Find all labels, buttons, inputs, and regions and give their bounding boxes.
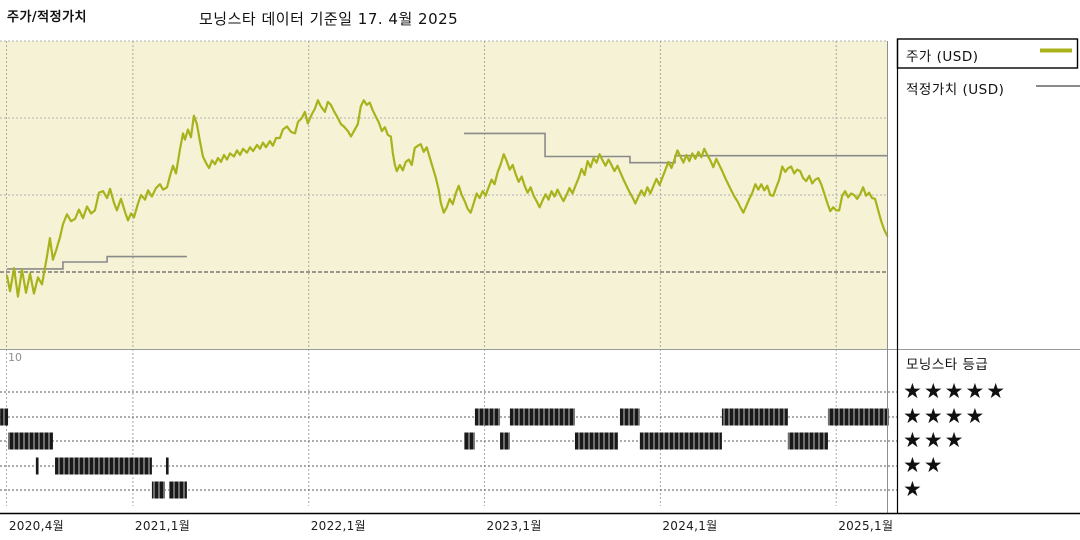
rating-bar-4star: [509, 408, 575, 426]
x-tick-label: 2020,4월: [8, 519, 64, 533]
rating-bar-3star: [639, 432, 722, 450]
rating-bar-3star: [500, 432, 510, 450]
legend-item-price[interactable]: 주가 (USD): [906, 49, 979, 65]
rating-bar-2star: [165, 457, 169, 475]
rating-stars-1: ★: [903, 477, 924, 501]
rating-bar-1star: [168, 481, 187, 499]
rating-bar-4star: [721, 408, 788, 426]
fair-value-line: [7, 255, 187, 270]
rating-bar-2star: [35, 457, 39, 475]
as-of-date-label: 모닝스타 데이터 기준일 17. 4월 2025: [199, 10, 459, 28]
rating-bar-4star: [827, 408, 889, 426]
x-tick-label: 2022,1월: [310, 519, 366, 533]
rating-bar-3star: [787, 432, 828, 450]
x-tick-label: 2024,1월: [662, 519, 718, 533]
rating-bar-4star: [0, 408, 9, 426]
rating-bar-1star: [151, 481, 165, 499]
rating-stars-3: ★★★: [903, 428, 966, 452]
rating-legend-title: 모닝스타 등급: [906, 357, 989, 373]
rating-bar-4star: [619, 408, 640, 426]
rating-stars-5: ★★★★★: [903, 379, 1008, 403]
rating-bar-3star: [8, 432, 53, 450]
rating-bar-3star: [463, 432, 475, 450]
legend-item-fair-value[interactable]: 적정가치 (USD): [906, 82, 1005, 98]
x-tick-label: 2021,1월: [134, 519, 191, 533]
rating-bar-4star: [474, 408, 501, 426]
legend-selected-box[interactable]: [896, 38, 1079, 69]
rating-stars-4: ★★★★: [903, 404, 987, 428]
rating-bar-2star: [55, 457, 152, 475]
y-tick-label: 10: [8, 351, 22, 364]
x-tick-label: 2023,1월: [486, 519, 542, 533]
page-title: 주가/적정가치: [7, 10, 88, 25]
x-tick-label: 2025,1월: [838, 519, 894, 533]
plot-area-background[interactable]: [0, 41, 887, 349]
rating-stars-2: ★★: [903, 453, 945, 477]
price-line: [5, 99, 889, 298]
rating-bar-3star: [574, 432, 618, 450]
